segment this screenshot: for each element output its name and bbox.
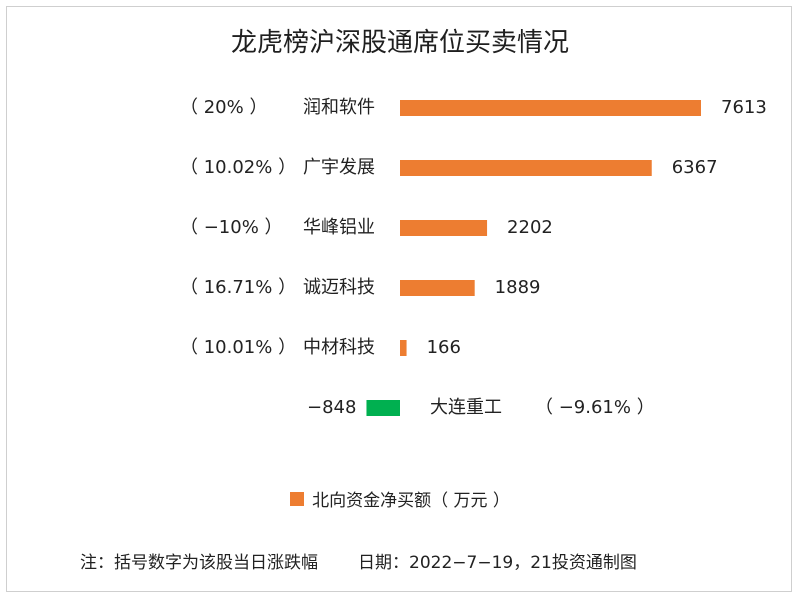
bar [400, 340, 407, 356]
footnote: 注：括号数字为该股当日涨跌幅 日期：2022−7−19，21投资通制图 [80, 548, 677, 573]
legend-swatch [290, 491, 305, 506]
category-label: 华峰铝业 [303, 217, 375, 238]
legend-label: 北向资金净买额（ 万元 ） [312, 491, 510, 511]
category-label: 广宇发展 [303, 157, 375, 178]
pct-change-label: （ 10.02% ） [180, 157, 296, 178]
bar [366, 400, 400, 416]
bar [400, 160, 652, 176]
pct-change-label: （ −9.61% ） [535, 397, 655, 418]
legend: 北向资金净买额（ 万元 ） [0, 486, 800, 511]
category-label: 润和软件 [303, 97, 375, 118]
pct-change-label: （ 20% ） [180, 97, 267, 118]
footnote-date: 日期：2022−7−19，21投资通制图 [358, 553, 637, 573]
category-label: 大连重工 [430, 397, 502, 418]
bar [400, 220, 488, 236]
footnote-note: 注：括号数字为该股当日涨跌幅 [80, 553, 318, 573]
bar-value-label: 2202 [507, 217, 553, 238]
bar-value-label: 7613 [721, 97, 767, 118]
bar-value-label: 166 [427, 337, 461, 358]
bar [400, 100, 701, 116]
bar-value-label: −848 [307, 397, 356, 418]
pct-change-label: （ −10% ） [180, 217, 283, 238]
pct-change-label: （ 16.71% ） [180, 277, 296, 298]
bar [400, 280, 475, 296]
bar-value-label: 1889 [495, 277, 541, 298]
bar-value-label: 6367 [672, 157, 718, 178]
pct-change-label: （ 10.01% ） [180, 337, 296, 358]
category-label: 中材科技 [303, 337, 375, 358]
chart-title: 龙虎榜沪深股通席位买卖情况 [230, 28, 569, 58]
category-label: 诚迈科技 [303, 277, 375, 298]
